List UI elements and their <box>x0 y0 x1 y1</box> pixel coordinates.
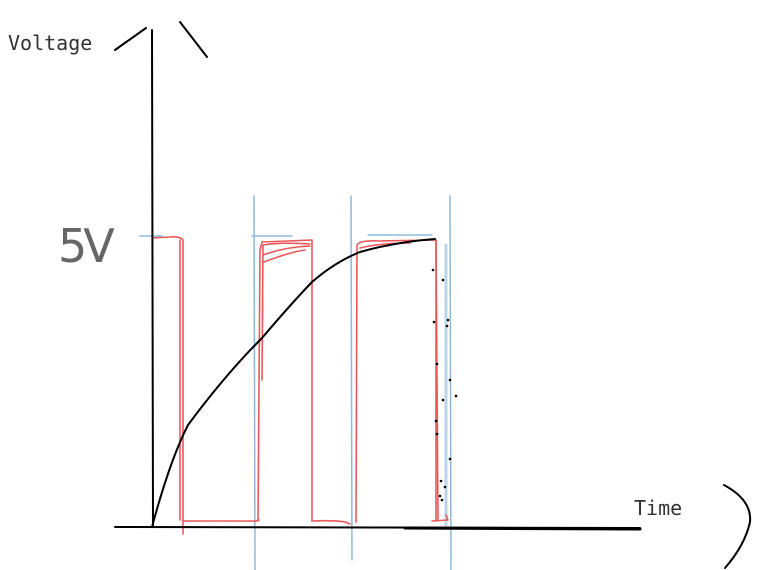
axis-arrow <box>723 484 752 569</box>
guide-vertical <box>350 195 353 561</box>
charging-curve <box>151 238 436 528</box>
dot <box>438 494 442 498</box>
dot <box>445 324 449 328</box>
pulse <box>261 242 311 381</box>
level-label: 5V <box>58 219 115 273</box>
guide-vertical <box>449 195 452 570</box>
dot <box>439 479 443 483</box>
dots <box>431 268 458 502</box>
x-axis-heavy <box>403 526 642 531</box>
x-axis-label: Time <box>634 496 682 520</box>
pulse <box>355 239 437 523</box>
y-axis-label: Voltage <box>8 31 92 55</box>
guide-vertical <box>253 195 256 570</box>
pulse <box>311 519 351 525</box>
axis-arrow <box>179 21 208 58</box>
y-axis <box>151 29 154 528</box>
dot <box>446 318 450 322</box>
dot <box>443 485 447 489</box>
dot <box>454 394 458 398</box>
dot <box>448 378 452 382</box>
dot <box>440 498 444 502</box>
pulse <box>431 514 449 522</box>
dot <box>435 432 439 436</box>
dot <box>434 419 438 423</box>
dot <box>431 268 435 272</box>
dot <box>441 398 445 402</box>
dot <box>441 278 445 282</box>
pulse <box>151 236 184 535</box>
axes <box>114 21 752 569</box>
axis-arrow <box>114 27 147 51</box>
dot <box>448 457 452 461</box>
dot <box>432 320 436 324</box>
dot <box>435 362 439 366</box>
